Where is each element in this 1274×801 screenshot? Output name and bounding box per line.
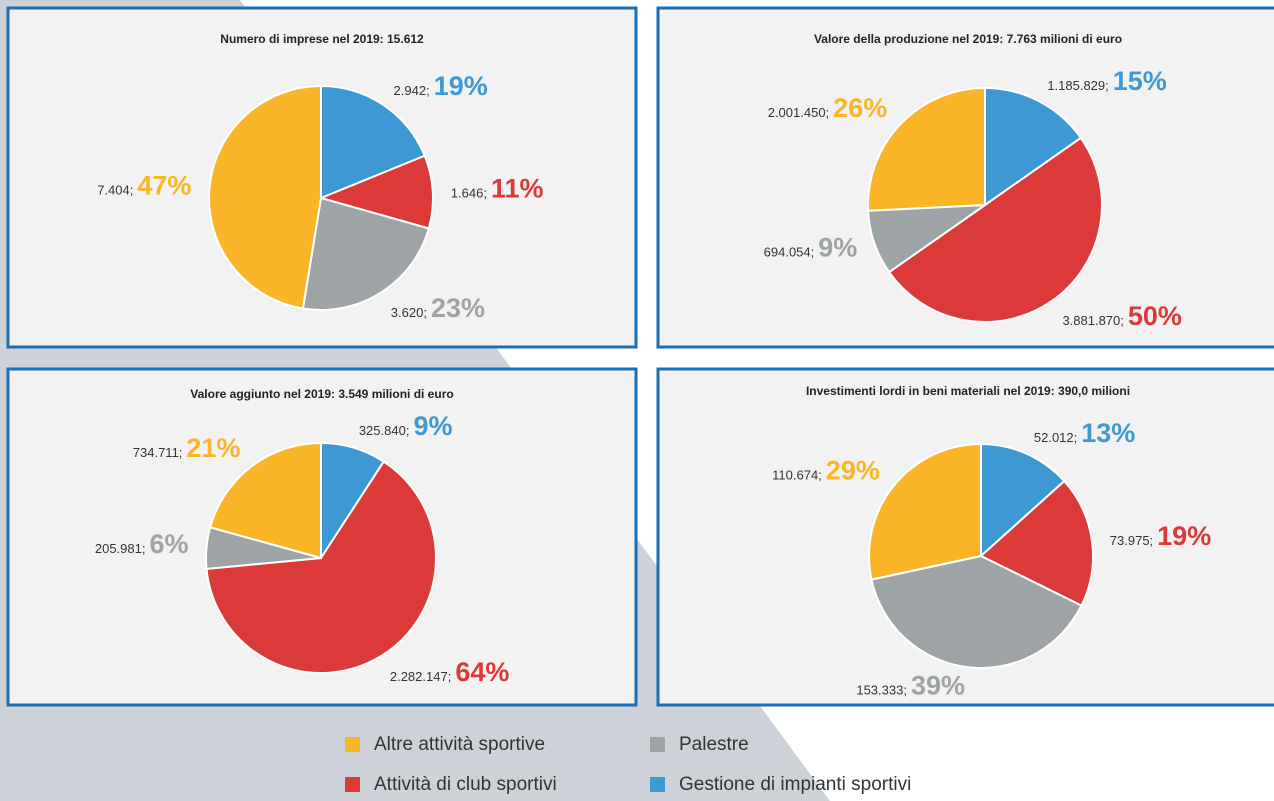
slice-label: 694.054; 9% [764,233,858,263]
value-label: 734.711; [133,445,183,460]
slice-label: 205.981; 6% [95,529,189,559]
pie-slice [870,554,1083,669]
slice-label: 2.282.147; 64% [390,657,510,687]
pie-slice [317,154,434,230]
value-label: 694.054; [764,245,815,260]
legend-label: Altre attività sportive [374,734,545,755]
percent-label: 9% [818,233,857,263]
legend-label: Palestre [679,734,749,755]
value-label: 2.001.450; [768,105,829,120]
pie-slice [208,84,322,310]
percent-label: 11% [491,174,544,204]
pie-slice [887,136,1103,323]
slice-label: 3.881.870; 50% [1062,301,1182,331]
legend-swatch [650,737,665,752]
value-label: 2.282.147; [390,669,451,684]
pie-slice [205,460,437,674]
legend-label: Attività di club sportivi [374,774,557,795]
slice-label: 3.620; 23% [391,293,485,323]
slice-label: 7.404; 47% [97,170,191,200]
pie-slice [301,196,431,311]
percent-label: 21% [186,433,240,463]
chart-title: Numero di imprese nel 2019: 15.612 [220,32,424,46]
slice-label: 110.674; 29% [772,456,880,486]
chart-title: Valore aggiunto nel 2019: 3.549 milioni … [190,387,453,401]
value-label: 1.646; [451,186,487,201]
value-label: 73.975; [1110,533,1153,548]
value-label: 7.404; [97,183,133,198]
percent-label: 23% [431,293,485,323]
percent-label: 50% [1128,301,1182,331]
legend-swatch [345,737,360,752]
percent-label: 19% [1157,521,1211,551]
value-label: 110.674; [772,468,822,483]
value-label: 153.333; [856,683,907,698]
value-label: 205.981; [95,542,146,557]
pie-slice [320,84,427,200]
slice-label: 1.185.829; 15% [1047,66,1167,96]
slice-label: 73.975; 19% [1110,521,1211,551]
percent-label: 39% [911,671,965,701]
percent-label: 15% [1113,66,1167,96]
slice-label: 153.333; 39% [856,671,965,701]
value-label: 2.942; [394,83,430,98]
legend-swatch [345,777,360,792]
value-label: 3.881.870; [1062,313,1123,328]
percent-label: 64% [455,657,509,687]
percent-label: 29% [826,456,880,486]
slice-label: 734.711; 21% [133,433,241,463]
value-label: 325.840; [359,423,410,438]
slice-label: 2.942; 19% [394,71,488,101]
pie-slice [208,441,322,560]
value-label: 1.185.829; [1047,78,1108,93]
pie-slice [868,442,982,581]
pie-slice [867,86,986,212]
percent-label: 19% [434,71,488,101]
percent-label: 13% [1081,418,1135,448]
value-label: 3.620; [391,305,427,320]
chart-title: Valore della produzione nel 2019: 7.763 … [814,32,1122,46]
percent-label: 6% [149,529,188,559]
percent-label: 9% [413,411,452,441]
slice-label: 1.646; 11% [451,174,544,204]
slice-label: 2.001.450; 26% [768,93,888,123]
percent-label: 47% [137,170,191,200]
legend-label: Gestione di impianti sportivi [679,774,911,795]
value-label: 52.012; [1034,430,1077,445]
pie-slice [980,442,1066,559]
percent-label: 26% [833,93,887,123]
slice-label: 325.840; 9% [359,411,453,441]
slice-label: 52.012; 13% [1034,418,1135,448]
pie-slice [979,479,1094,607]
chart-title: Investimenti lordi in beni materiali nel… [806,384,1130,398]
legend-swatch [650,777,665,792]
pie-slice [984,86,1083,207]
